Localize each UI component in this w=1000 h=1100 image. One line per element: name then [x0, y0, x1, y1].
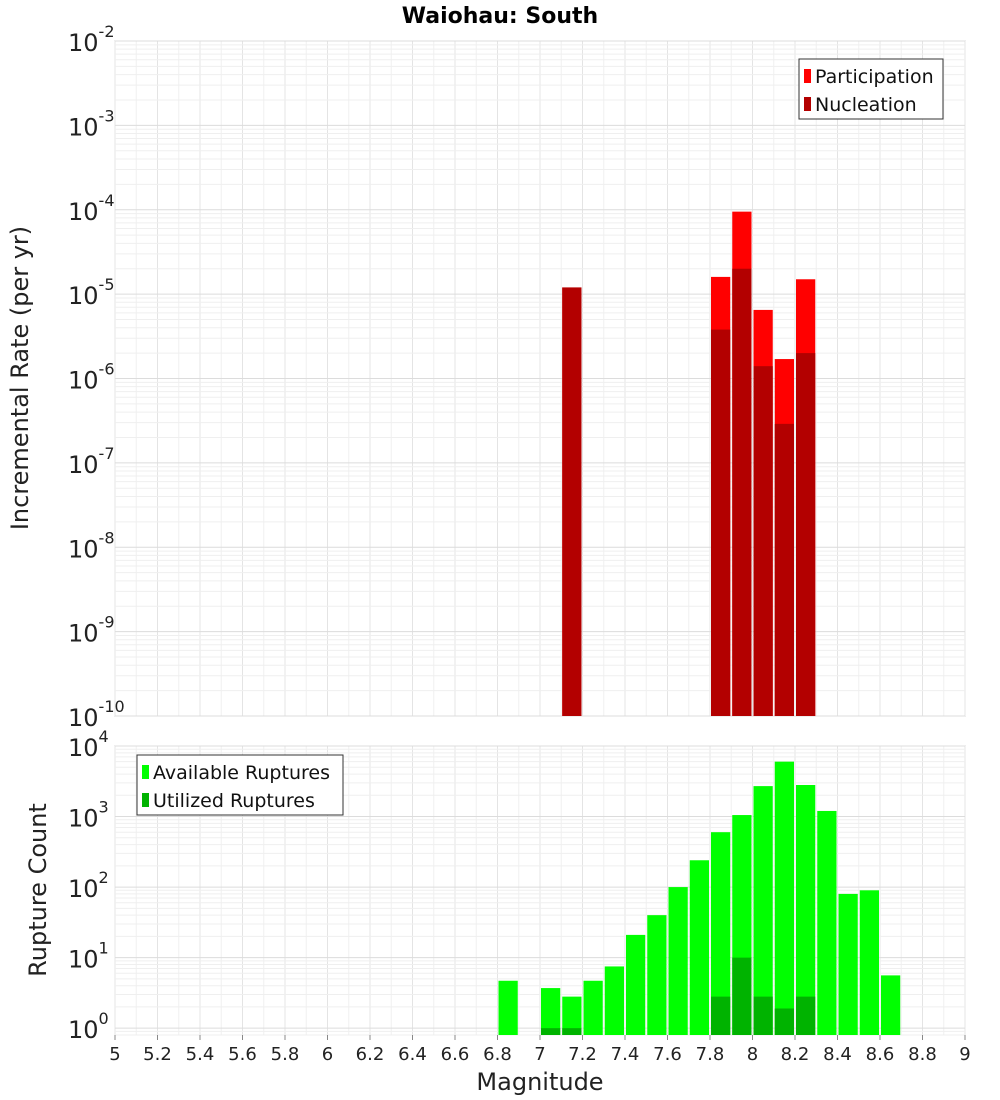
bar-nucleation [732, 268, 752, 716]
legend-box [798, 58, 944, 120]
y-tick-label: 10-10 [68, 697, 125, 732]
chart-title: Waiohau: South [402, 4, 598, 29]
bar-available-ruptures [711, 832, 731, 1035]
bar-available-ruptures [689, 860, 709, 1035]
x-tick-label: 8.8 [908, 1044, 937, 1065]
y-tick-label: 10-4 [68, 191, 115, 226]
top-legend: Participation Nucleation [798, 58, 944, 120]
x-tick-label: 7 [534, 1044, 545, 1065]
bar-available-ruptures [859, 890, 879, 1035]
bar-available-ruptures [498, 980, 518, 1035]
bar-utilized-ruptures [732, 957, 752, 1035]
x-tick-label: 7.6 [653, 1044, 682, 1065]
bar-available-ruptures [626, 934, 646, 1035]
y-tick-label: 102 [68, 868, 109, 903]
bar-available-ruptures [817, 810, 837, 1035]
x-tick-label: 8.4 [823, 1044, 852, 1065]
legend-swatch [142, 765, 149, 779]
bar-available-ruptures [604, 966, 624, 1035]
legend-swatch [804, 69, 811, 83]
y-tick-label: 10-7 [68, 444, 115, 479]
y-tick-label: 10-9 [68, 613, 115, 648]
legend-label: Available Ruptures [153, 762, 330, 784]
y-tick-label: 10-6 [68, 360, 115, 395]
top-grid [114, 40, 966, 717]
bar-utilized-ruptures [774, 1008, 794, 1035]
x-tick-label: 6.8 [483, 1044, 512, 1065]
bar-nucleation [796, 353, 816, 716]
bottom-bars [498, 761, 901, 1035]
y-tick-label: 101 [68, 939, 109, 974]
x-tick-label: 5.4 [186, 1044, 215, 1065]
x-tick-label: 7.2 [568, 1044, 597, 1065]
bottom-y-ticks: 100 101 102 103 104 [68, 727, 109, 1044]
bar-available-ruptures [583, 980, 603, 1035]
legend-box [136, 754, 344, 816]
bar-available-ruptures [881, 975, 901, 1035]
bottom-y-axis-label: Rupture Count [24, 803, 52, 977]
x-tick-label: 6 [322, 1044, 333, 1065]
legend-label: Nucleation [815, 94, 917, 116]
x-ticks: 5 5.2 5.4 5.6 5.8 6 6.2 6.4 6.6 6.8 7 7.2 7.4 7.6 7.8 8… [109, 1035, 971, 1065]
bar-utilized-ruptures [796, 996, 816, 1035]
y-tick-label: 104 [68, 727, 109, 762]
y-tick-label: 100 [68, 1009, 109, 1044]
legend-label: Participation [815, 66, 934, 88]
top-bars [562, 211, 816, 716]
x-tick-label: 7.4 [611, 1044, 640, 1065]
y-tick-label: 10-8 [68, 528, 115, 563]
legend-label: Utilized Ruptures [153, 790, 315, 812]
top-panel: 10-10 10-9 10-8 10-7 10-6 10-5 10-4 10-3 10-2 In… [6, 22, 966, 732]
y-tick-label: 10-2 [68, 22, 115, 57]
bar-available-ruptures [753, 786, 773, 1035]
bar-nucleation [753, 366, 773, 716]
top-y-ticks: 10-10 10-9 10-8 10-7 10-6 10-5 10-4 10-3 10-2 [68, 22, 125, 732]
x-tick-label: 9 [959, 1044, 970, 1065]
bottom-legend: Available Ruptures Utilized Ruptures [136, 754, 344, 816]
x-tick-label: 8.2 [781, 1044, 810, 1065]
x-tick-label: 5.8 [271, 1044, 300, 1065]
bar-available-ruptures [774, 761, 794, 1035]
bar-utilized-ruptures [541, 1028, 561, 1035]
y-tick-label: 10-3 [68, 106, 115, 141]
y-tick-label: 10-5 [68, 275, 115, 310]
x-tick-label: 8 [747, 1044, 758, 1065]
x-tick-label: 6.4 [398, 1044, 427, 1065]
y-tick-label: 103 [68, 798, 109, 833]
x-tick-label: 5 [109, 1044, 120, 1065]
bar-available-ruptures [796, 784, 816, 1035]
bar-available-ruptures [562, 996, 582, 1035]
bar-nucleation [562, 287, 582, 716]
x-tick-label: 5.2 [143, 1044, 172, 1065]
legend-swatch [142, 793, 149, 807]
bar-nucleation [711, 329, 731, 716]
bar-available-ruptures [541, 988, 561, 1035]
bottom-panel: 100 101 102 103 104 5 5.2 5.4 5.6 5.8 6 6.2 6.4 6.6 6… [24, 727, 971, 1096]
bar-available-ruptures [647, 915, 667, 1035]
x-tick-label: 6.2 [356, 1044, 385, 1065]
top-y-axis-label: Incremental Rate (per yr) [6, 226, 34, 530]
x-tick-label: 8.6 [866, 1044, 895, 1065]
bar-utilized-ruptures [711, 996, 731, 1035]
bar-utilized-ruptures [753, 996, 773, 1035]
bar-available-ruptures [838, 893, 858, 1035]
x-tick-label: 5.6 [228, 1044, 257, 1065]
x-tick-label: 6.6 [441, 1044, 470, 1065]
bar-nucleation [774, 423, 794, 716]
legend-swatch [804, 97, 811, 111]
x-axis-label: Magnitude [476, 1068, 603, 1096]
bar-available-ruptures [668, 887, 688, 1035]
x-tick-label: 7.8 [696, 1044, 725, 1065]
bar-utilized-ruptures [562, 1028, 582, 1035]
